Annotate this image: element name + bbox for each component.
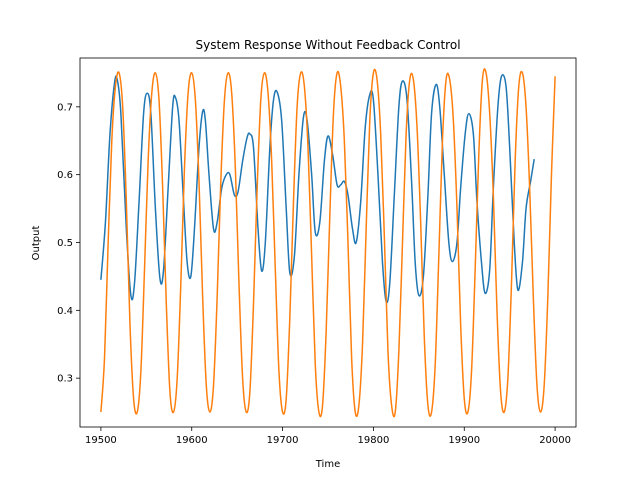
y-tick-label: 0.3 — [57, 374, 73, 385]
plot-frame — [79, 57, 577, 428]
x-axis-label: Time — [315, 459, 340, 470]
ticks-layer: 19500 19600 19700 19800 19900 20000 0.3 0.4 0.5 0… — [57, 102, 571, 446]
y-tick-label: 0.7 — [57, 102, 73, 113]
x-tick-label: 19500 — [85, 435, 117, 446]
x-tick-label: 19800 — [358, 435, 390, 446]
x-tick-label: 19600 — [176, 435, 208, 446]
x-tick-label: 19900 — [448, 435, 480, 446]
y-tick-label: 0.4 — [57, 306, 73, 317]
chart-title: System Response Without Feedback Control — [195, 38, 460, 52]
y-tick-label: 0.5 — [57, 238, 73, 249]
series-layer — [100, 68, 556, 418]
series-line-1 — [100, 74, 535, 304]
y-tick-label: 0.6 — [57, 170, 73, 181]
x-tick-label: 20000 — [539, 435, 571, 446]
y-axis-label: Output — [31, 226, 42, 261]
x-tick-label: 19700 — [267, 435, 299, 446]
series-line-2 — [100, 68, 556, 418]
